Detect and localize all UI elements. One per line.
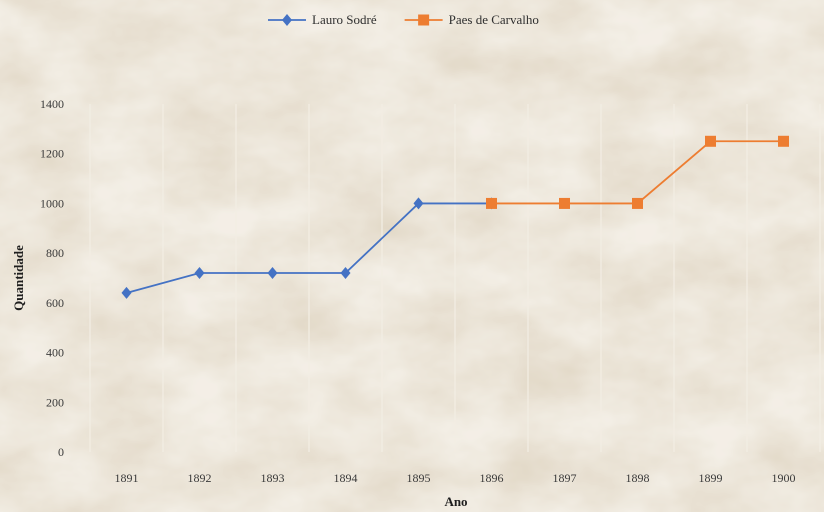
legend-marker bbox=[282, 14, 292, 26]
legend-label: Paes de Carvalho bbox=[449, 12, 539, 27]
series-line bbox=[126, 202, 492, 294]
legend-label: Lauro Sodré bbox=[312, 12, 377, 27]
y-tick-label: 200 bbox=[46, 395, 64, 409]
data-point bbox=[559, 197, 570, 209]
gridlines bbox=[89, 104, 821, 452]
legend: Lauro Sodré Paes de Carvalho bbox=[268, 12, 539, 27]
x-tick-label: 1892 bbox=[188, 471, 212, 485]
y-tick-label: 1400 bbox=[40, 97, 64, 111]
x-axis-title: Ano bbox=[444, 494, 467, 509]
y-tick-label: 600 bbox=[46, 296, 64, 310]
data-point bbox=[121, 286, 132, 299]
x-tick-label: 1899 bbox=[699, 471, 723, 485]
x-tick-label: 1898 bbox=[626, 471, 650, 485]
data-point bbox=[340, 267, 351, 280]
x-tick-label: 1895 bbox=[407, 471, 431, 485]
series-layer bbox=[121, 135, 789, 299]
y-axis-title: Quantidade bbox=[11, 245, 26, 311]
y-tick-label: 800 bbox=[46, 246, 64, 260]
x-tick-label: 1897 bbox=[553, 471, 577, 485]
data-point bbox=[413, 197, 424, 210]
y-tick-label: 400 bbox=[46, 346, 64, 360]
legend-marker bbox=[418, 14, 430, 26]
data-point bbox=[632, 197, 643, 209]
x-tick-label: 1900 bbox=[772, 471, 796, 485]
y-axis-ticks: 0 200 400 600 800 1000 1200 1400 bbox=[40, 97, 64, 459]
data-point bbox=[486, 197, 497, 209]
data-point bbox=[705, 135, 716, 147]
x-tick-label: 1891 bbox=[115, 471, 139, 485]
y-tick-label: 1000 bbox=[40, 196, 64, 210]
legend-item: Lauro Sodré bbox=[268, 12, 377, 27]
x-tick-label: 1896 bbox=[480, 471, 504, 485]
series-2 bbox=[486, 135, 789, 209]
x-tick-label: 1894 bbox=[334, 471, 358, 485]
x-axis-ticks: 1891 1892 1893 1894 1895 1896 1897 1898 1899 1900 bbox=[115, 471, 796, 485]
legend-item: Paes de Carvalho bbox=[404, 12, 539, 27]
y-tick-label: 0 bbox=[58, 445, 64, 459]
x-tick-label: 1893 bbox=[261, 471, 285, 485]
y-tick-label: 1200 bbox=[40, 147, 64, 161]
data-point bbox=[778, 135, 789, 147]
data-point bbox=[194, 267, 205, 280]
data-point bbox=[267, 267, 278, 280]
